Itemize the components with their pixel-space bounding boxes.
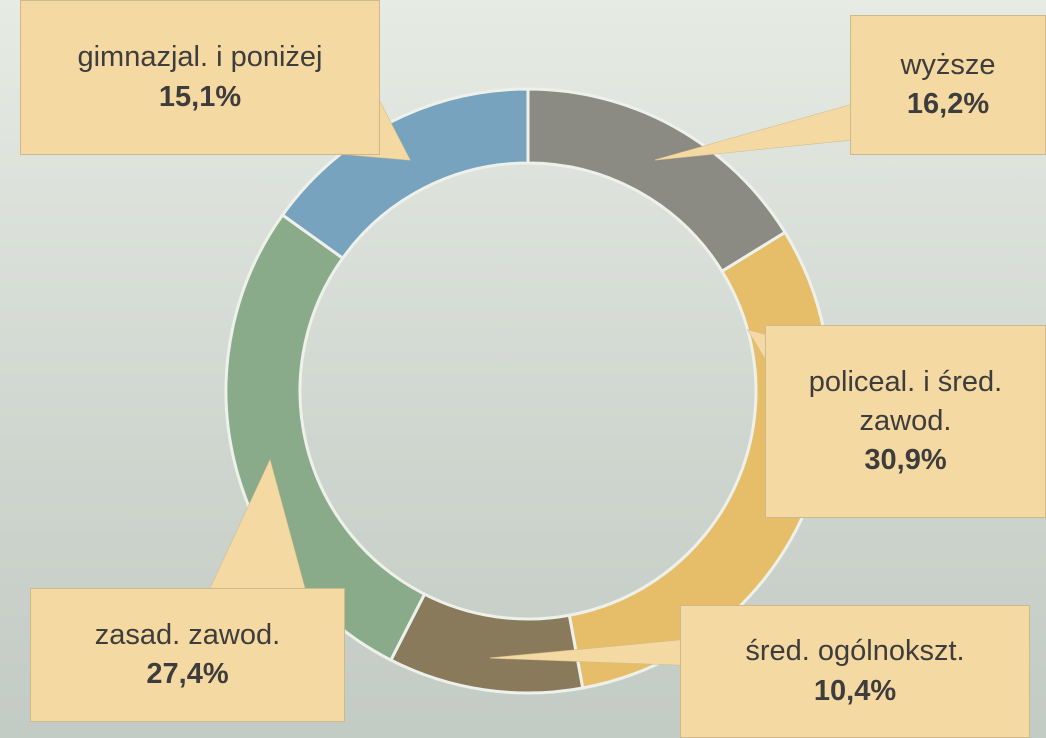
value-label: 30,9% [864,444,947,477]
category-label: policeal. i śred. zawod. [808,365,1003,437]
data-label: zasad. zawod. 27,4% [30,588,345,722]
category-label: wyższe [900,48,996,81]
category-label: zasad. zawod. [94,618,281,651]
data-label: wyższe 16,2% [850,15,1046,155]
value-label: 27,4% [146,658,229,690]
data-label: gimnazjal. i poniżej 15,1% [20,0,380,155]
value-label: 15,1% [158,80,242,113]
data-label: śred. ogólnokszt. 10,4% [680,605,1030,738]
category-label: gimnazjal. i poniżej [77,41,323,74]
data-label: policeal. i śred. zawod. 30,9% [765,325,1046,518]
category-label: śred. ogólnokszt. [745,635,965,668]
value-label: 10,4% [813,674,897,707]
value-label: 16,2% [906,88,990,120]
donut-slice [526,87,788,274]
donut-slice [388,592,585,695]
